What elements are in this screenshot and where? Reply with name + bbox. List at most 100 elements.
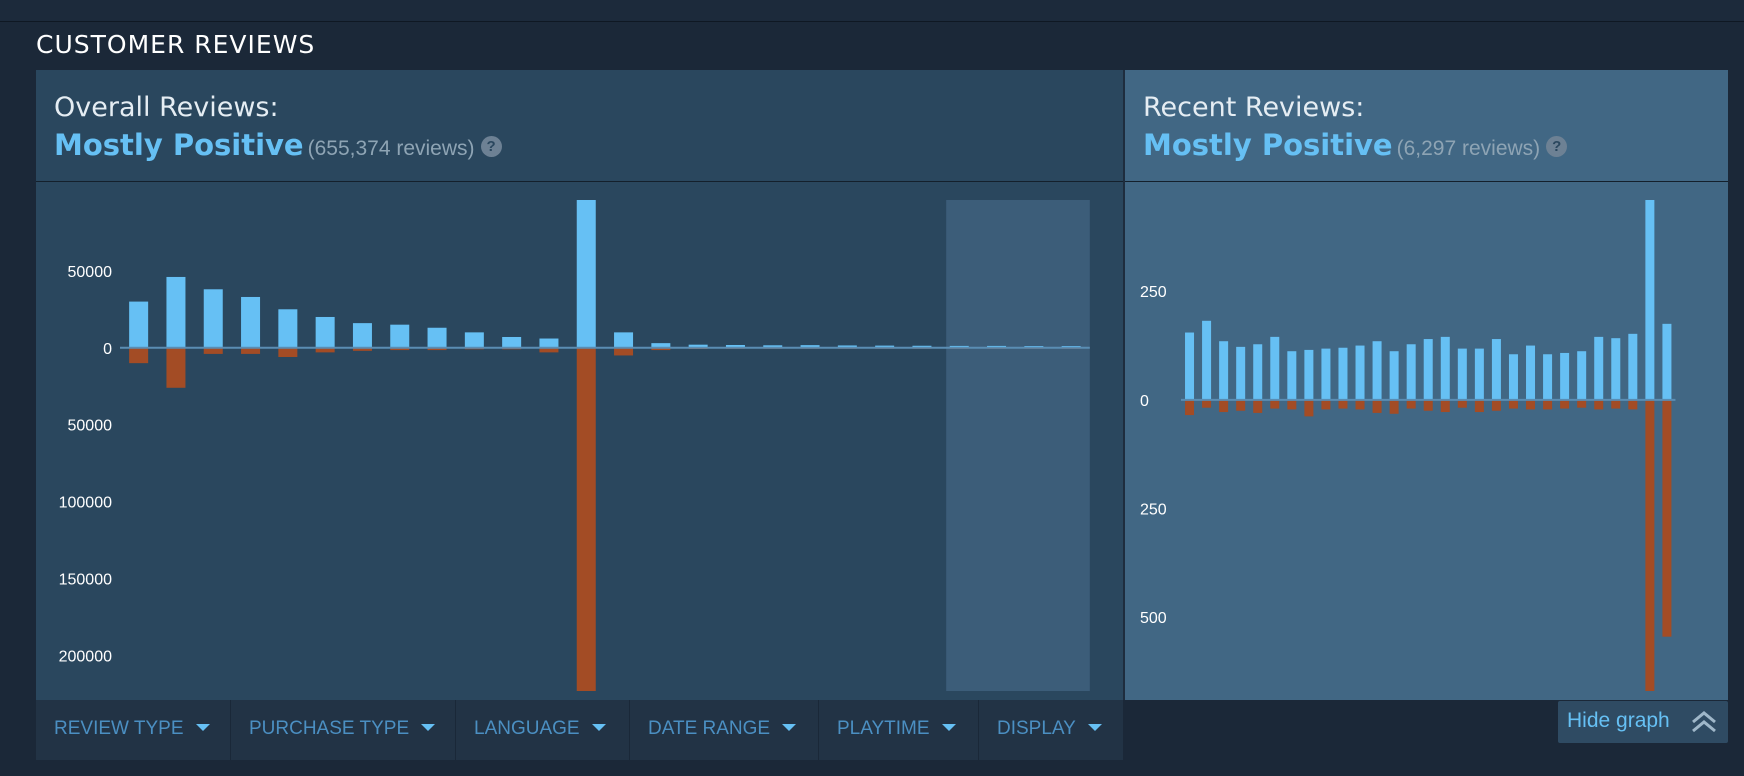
positive-bar[interactable] bbox=[875, 345, 895, 348]
recent-reviews-chart[interactable]: 2500250500Jul 16Jul 24Aug 01 bbox=[1125, 183, 1728, 700]
negative-bar[interactable] bbox=[1662, 399, 1672, 637]
negative-bar[interactable] bbox=[1543, 399, 1553, 410]
negative-bar[interactable] bbox=[278, 347, 298, 357]
positive-bar[interactable] bbox=[1236, 346, 1246, 400]
negative-bar[interactable] bbox=[1474, 399, 1484, 413]
negative-bar[interactable] bbox=[1560, 399, 1570, 409]
positive-bar[interactable] bbox=[1253, 344, 1263, 400]
positive-bar[interactable] bbox=[427, 327, 447, 348]
positive-bar[interactable] bbox=[1491, 339, 1501, 400]
negative-bar[interactable] bbox=[166, 347, 186, 388]
positive-bar[interactable] bbox=[688, 344, 708, 348]
negative-bar[interactable] bbox=[1491, 399, 1501, 411]
filter-purchase-type[interactable]: PURCHASE TYPE bbox=[231, 700, 456, 760]
positive-bar[interactable] bbox=[1406, 344, 1416, 400]
positive-bar[interactable] bbox=[1594, 336, 1604, 400]
recent-summary[interactable]: Mostly Positive bbox=[1143, 128, 1393, 162]
filter-review-type[interactable]: REVIEW TYPE bbox=[36, 700, 231, 760]
negative-bar[interactable] bbox=[1321, 399, 1331, 410]
negative-bar[interactable] bbox=[1219, 399, 1229, 413]
positive-bar[interactable] bbox=[1338, 347, 1348, 400]
negative-bar[interactable] bbox=[1355, 399, 1365, 410]
positive-bar[interactable] bbox=[241, 296, 261, 348]
negative-bar[interactable] bbox=[1508, 399, 1518, 409]
filter-date-range[interactable]: DATE RANGE bbox=[630, 700, 819, 760]
positive-bar[interactable] bbox=[1287, 351, 1297, 400]
positive-bar[interactable] bbox=[315, 316, 335, 348]
positive-bar[interactable] bbox=[1355, 345, 1365, 400]
negative-bar[interactable] bbox=[1577, 399, 1587, 408]
positive-bar[interactable] bbox=[1543, 354, 1553, 400]
positive-bar[interactable] bbox=[1321, 348, 1331, 400]
negative-bar[interactable] bbox=[614, 347, 634, 356]
positive-bar[interactable] bbox=[576, 200, 596, 348]
filter-display[interactable]: DISPLAY bbox=[979, 700, 1123, 760]
positive-bar[interactable] bbox=[1389, 351, 1399, 400]
positive-bar[interactable] bbox=[1440, 336, 1450, 400]
positive-bar[interactable] bbox=[1662, 323, 1672, 400]
positive-bar[interactable] bbox=[1560, 352, 1570, 400]
positive-bar[interactable] bbox=[1372, 341, 1382, 400]
positive-bar[interactable] bbox=[837, 345, 857, 348]
positive-bar[interactable] bbox=[390, 324, 410, 348]
positive-bar[interactable] bbox=[502, 336, 522, 348]
hide-graph-button[interactable]: Hide graph bbox=[1558, 701, 1728, 743]
positive-bar[interactable] bbox=[800, 345, 820, 348]
negative-bar[interactable] bbox=[1628, 399, 1638, 410]
positive-bar[interactable] bbox=[129, 301, 149, 348]
positive-bar[interactable] bbox=[1304, 349, 1314, 400]
positive-bar[interactable] bbox=[651, 343, 671, 348]
negative-bar[interactable] bbox=[315, 347, 335, 353]
negative-bar[interactable] bbox=[1645, 399, 1655, 691]
negative-bar[interactable] bbox=[1611, 399, 1621, 409]
positive-bar[interactable] bbox=[352, 323, 372, 348]
negative-bar[interactable] bbox=[1423, 399, 1433, 411]
positive-bar[interactable] bbox=[1577, 351, 1587, 400]
negative-bar[interactable] bbox=[651, 347, 671, 351]
positive-bar[interactable] bbox=[464, 332, 484, 348]
negative-bar[interactable] bbox=[1253, 399, 1263, 413]
positive-bar[interactable] bbox=[1219, 341, 1229, 400]
negative-bar[interactable] bbox=[241, 347, 261, 354]
negative-bar[interactable] bbox=[1457, 399, 1467, 408]
overall-help-icon[interactable]: ? bbox=[480, 136, 502, 157]
negative-bar[interactable] bbox=[427, 347, 447, 351]
positive-bar[interactable] bbox=[725, 344, 745, 348]
negative-bar[interactable] bbox=[1594, 399, 1604, 410]
positive-bar[interactable] bbox=[763, 345, 783, 348]
positive-bar[interactable] bbox=[1270, 336, 1280, 400]
negative-bar[interactable] bbox=[1236, 399, 1246, 411]
overall-reviews-chart[interactable]: 50000050000100000150000200000Mar 01Apr 0… bbox=[36, 183, 1123, 700]
positive-bar[interactable] bbox=[1202, 320, 1212, 400]
positive-bar[interactable] bbox=[1185, 332, 1195, 400]
positive-bar[interactable] bbox=[1508, 354, 1518, 400]
positive-bar[interactable] bbox=[1645, 200, 1655, 400]
positive-bar[interactable] bbox=[614, 332, 634, 348]
filter-language[interactable]: LANGUAGE bbox=[456, 700, 630, 760]
positive-bar[interactable] bbox=[1474, 348, 1484, 400]
negative-bar[interactable] bbox=[129, 347, 149, 364]
positive-bar[interactable] bbox=[1457, 348, 1467, 400]
negative-bar[interactable] bbox=[1526, 399, 1536, 410]
filter-playtime[interactable]: PLAYTIME bbox=[819, 700, 979, 760]
negative-bar[interactable] bbox=[1389, 399, 1399, 414]
zoom-highlight[interactable] bbox=[946, 200, 1090, 691]
positive-bar[interactable] bbox=[203, 289, 223, 348]
positive-bar[interactable] bbox=[1628, 333, 1638, 400]
negative-bar[interactable] bbox=[576, 347, 596, 691]
negative-bar[interactable] bbox=[1202, 399, 1212, 408]
negative-bar[interactable] bbox=[203, 347, 223, 354]
negative-bar[interactable] bbox=[1304, 399, 1314, 417]
positive-bar[interactable] bbox=[278, 309, 298, 348]
negative-bar[interactable] bbox=[539, 347, 559, 353]
overall-summary[interactable]: Mostly Positive bbox=[54, 128, 304, 162]
positive-bar[interactable] bbox=[166, 276, 186, 348]
negative-bar[interactable] bbox=[352, 347, 372, 351]
negative-bar[interactable] bbox=[1185, 399, 1195, 416]
negative-bar[interactable] bbox=[1440, 399, 1450, 413]
negative-bar[interactable] bbox=[1270, 399, 1280, 409]
negative-bar[interactable] bbox=[1287, 399, 1297, 410]
recent-help-icon[interactable]: ? bbox=[1546, 136, 1568, 157]
positive-bar[interactable] bbox=[539, 338, 559, 348]
negative-bar[interactable] bbox=[1406, 399, 1416, 409]
